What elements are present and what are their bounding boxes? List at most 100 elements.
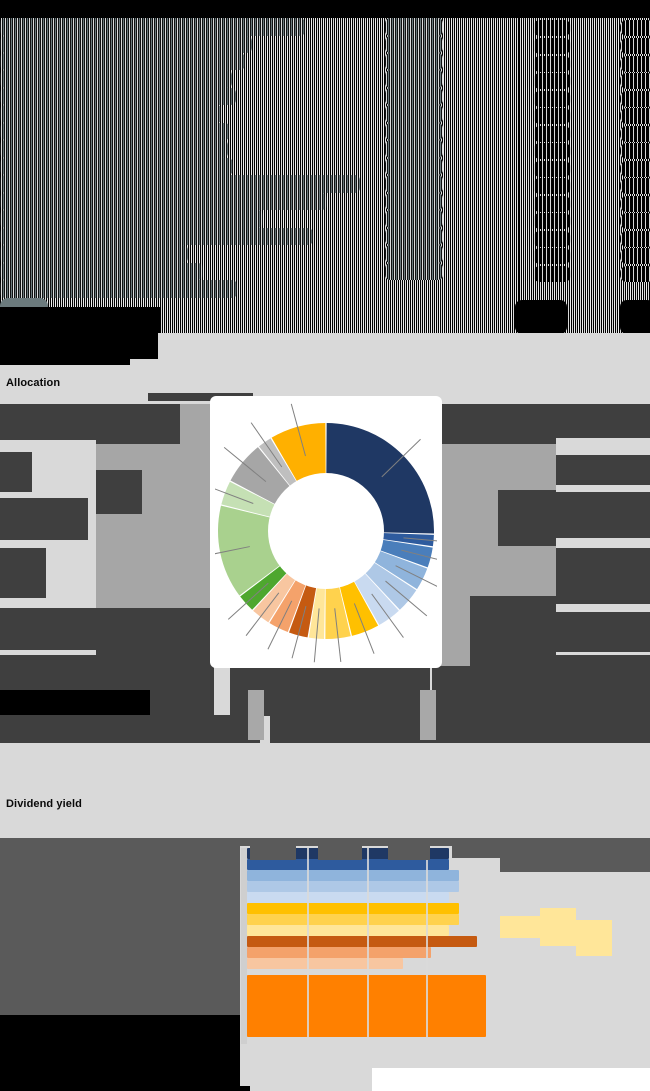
allocation-slice[interactable] xyxy=(269,578,307,633)
table-cell[interactable] xyxy=(533,196,571,212)
table-cell[interactable] xyxy=(385,18,443,36)
table-cell[interactable] xyxy=(385,123,443,140)
redaction-overlay xyxy=(576,920,612,956)
allocation-slice[interactable] xyxy=(325,585,351,639)
allocation-slice[interactable] xyxy=(308,586,325,639)
table-row[interactable] xyxy=(0,175,360,193)
table-cell[interactable] xyxy=(533,143,571,159)
table-cell[interactable] xyxy=(533,266,571,282)
allocation-leader-line xyxy=(381,438,421,478)
redaction-overlay xyxy=(96,404,180,444)
table-cell[interactable] xyxy=(620,143,650,159)
table-cell[interactable] xyxy=(620,20,650,36)
table-cell[interactable] xyxy=(533,248,571,264)
table-cell[interactable] xyxy=(533,108,571,124)
allocation-slice[interactable] xyxy=(218,505,281,596)
allocation-slice[interactable] xyxy=(253,572,297,623)
table-row[interactable] xyxy=(0,70,232,88)
table-cell[interactable] xyxy=(620,266,650,282)
redaction-overlay xyxy=(0,452,32,492)
allocation-donut-chart[interactable] xyxy=(215,398,437,663)
table-cell[interactable] xyxy=(385,263,443,280)
table-cell[interactable] xyxy=(620,248,650,264)
table-cell[interactable] xyxy=(620,126,650,142)
table-row[interactable] xyxy=(0,245,188,263)
table-cell[interactable] xyxy=(620,161,650,177)
allocation-slice[interactable] xyxy=(353,572,399,625)
allocation-slice[interactable] xyxy=(339,580,379,636)
table-cell[interactable] xyxy=(385,175,443,193)
table-cell[interactable] xyxy=(533,161,571,177)
dividend-bar[interactable] xyxy=(247,914,459,925)
allocation-slice[interactable] xyxy=(289,583,317,638)
table-cell[interactable] xyxy=(533,231,571,247)
table-cell[interactable] xyxy=(620,38,650,54)
allocation-slice[interactable] xyxy=(373,550,428,590)
allocation-slice[interactable] xyxy=(378,539,433,568)
table-cell[interactable] xyxy=(620,108,650,124)
table-cell[interactable] xyxy=(533,38,571,54)
allocation-slice[interactable] xyxy=(271,423,326,483)
table-cell[interactable] xyxy=(620,196,650,212)
table-cell[interactable] xyxy=(620,56,650,72)
table-total-cell xyxy=(620,300,650,334)
dividend-bar[interactable] xyxy=(247,903,459,914)
allocation-slice[interactable] xyxy=(230,447,291,505)
table-cell[interactable] xyxy=(385,210,443,228)
dividend-bar[interactable] xyxy=(247,925,450,936)
table-cell[interactable] xyxy=(620,213,650,229)
table-cell[interactable] xyxy=(533,126,571,142)
table-cell[interactable] xyxy=(385,53,443,70)
dividend-bar[interactable] xyxy=(247,958,404,969)
table-cell[interactable] xyxy=(385,193,443,210)
table-cell[interactable] xyxy=(533,20,571,36)
allocation-leader-line xyxy=(353,603,375,654)
table-cell[interactable] xyxy=(385,140,443,158)
table-row[interactable] xyxy=(0,140,228,158)
allocation-slice[interactable] xyxy=(221,481,277,518)
dividend-bar[interactable] xyxy=(247,892,450,903)
dividend-bar[interactable] xyxy=(247,947,431,958)
table-cell[interactable] xyxy=(385,158,443,175)
table-row[interactable] xyxy=(0,210,263,228)
table-cell[interactable] xyxy=(533,178,571,194)
table-total-cell xyxy=(0,307,160,335)
table-row[interactable] xyxy=(0,123,230,140)
table-row[interactable] xyxy=(0,88,236,105)
table-row[interactable] xyxy=(0,280,237,298)
redaction-overlay xyxy=(498,490,556,546)
table-cell[interactable] xyxy=(620,91,650,107)
allocation-slice[interactable] xyxy=(381,533,434,547)
axis-edge xyxy=(241,848,247,1044)
table-cell[interactable] xyxy=(533,73,571,89)
allocation-slice[interactable] xyxy=(326,423,434,534)
table-cell[interactable] xyxy=(533,91,571,107)
dividend-bar[interactable] xyxy=(247,936,477,947)
table-row[interactable] xyxy=(0,228,313,245)
allocation-slice[interactable] xyxy=(258,438,298,487)
allocation-slice[interactable] xyxy=(364,561,417,610)
table-row[interactable] xyxy=(0,263,203,280)
dividend-bar[interactable] xyxy=(247,859,450,870)
table-cell[interactable] xyxy=(620,178,650,194)
table-cell[interactable] xyxy=(533,56,571,72)
table-cell[interactable] xyxy=(533,213,571,229)
dividend-bar[interactable] xyxy=(247,881,459,892)
category-labels-redaction xyxy=(0,846,250,1046)
table-cell[interactable] xyxy=(385,70,443,88)
dividend-bar[interactable] xyxy=(247,870,459,881)
table-cell[interactable] xyxy=(385,245,443,263)
table-row[interactable] xyxy=(0,18,305,36)
table-row[interactable] xyxy=(0,53,245,70)
table-cell[interactable] xyxy=(620,231,650,247)
table-row[interactable] xyxy=(0,36,252,53)
table-cell[interactable] xyxy=(385,105,443,123)
table-row[interactable] xyxy=(0,193,327,210)
table-cell[interactable] xyxy=(620,73,650,89)
table-total-cell xyxy=(515,300,567,334)
table-cell[interactable] xyxy=(385,228,443,245)
table-row[interactable] xyxy=(0,105,222,123)
table-cell[interactable] xyxy=(385,88,443,105)
table-row[interactable] xyxy=(0,158,233,175)
table-cell[interactable] xyxy=(385,36,443,53)
